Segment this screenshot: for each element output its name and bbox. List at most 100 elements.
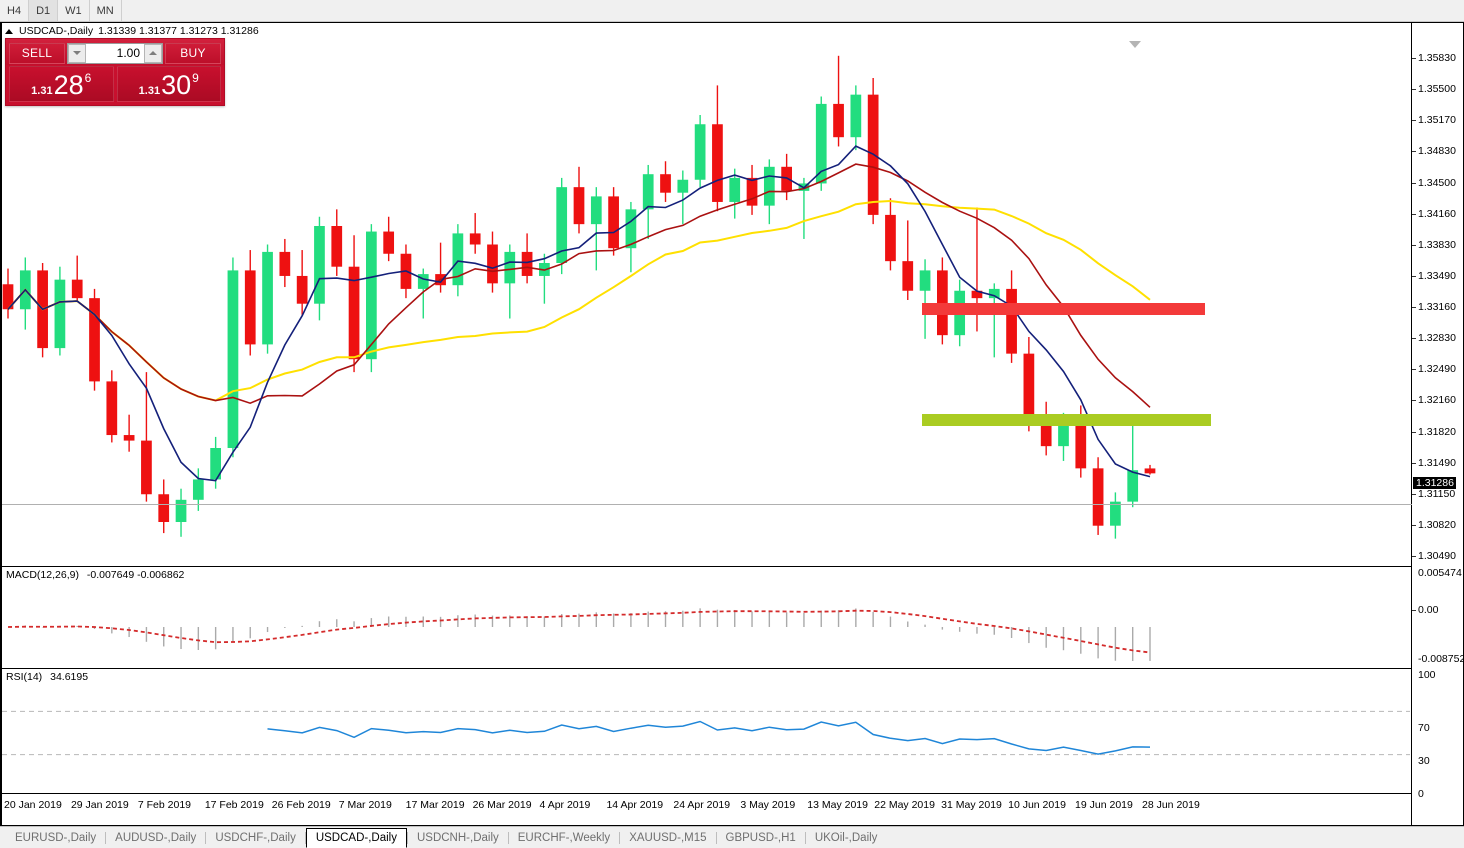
price-chart-canvas: [2, 55, 1156, 539]
rsi-canvas: [2, 710, 1410, 756]
pane-separator-2: [2, 668, 1412, 669]
price-scale-tick: [1412, 431, 1416, 433]
price-scale-tick: [1412, 213, 1416, 215]
price-scale-label: 1.35500: [1418, 83, 1456, 96]
resistance-line[interactable]: [922, 303, 1205, 315]
price-scale-tick: [1412, 89, 1416, 91]
tab-divider: [507, 831, 509, 844]
sell-button[interactable]: SELL: [9, 42, 65, 64]
chart-tab-usdchf[interactable]: USDCHF-,Daily: [206, 827, 305, 848]
rsi-scale-label: 30: [1418, 755, 1430, 767]
current-price-tag: 1.31286: [1413, 477, 1456, 489]
price-scale-tick: [1412, 524, 1416, 526]
rsi-line: [267, 720, 1151, 755]
price-scale-tick: [1412, 151, 1416, 153]
rsi-scale-label: 0: [1418, 788, 1424, 800]
volume-input[interactable]: 1.00: [86, 43, 144, 63]
price-scale-tick: [1412, 338, 1416, 340]
chart-tab-gbpusd[interactable]: GBPUSD-,H1: [716, 827, 805, 848]
timeframe-toolbar: H4 D1 W1 MN: [0, 0, 1464, 22]
macd-signal-line: [7, 609, 1151, 654]
macd-scale-label: 0.005474: [1418, 567, 1462, 579]
time-axis-label: 17 Feb 2019: [204, 799, 264, 811]
time-axis-label: 10 Jun 2019: [1008, 799, 1066, 811]
timeframe-button-h4[interactable]: H4: [0, 0, 30, 21]
tab-divider: [205, 831, 207, 844]
price-scale-label: 1.32830: [1418, 332, 1456, 345]
price-scale-label: 1.34830: [1418, 145, 1456, 158]
price-scale-label: 1.30490: [1418, 550, 1456, 562]
price-scale-label: 1.31820: [1418, 425, 1456, 438]
rsi-scale-label: 100: [1418, 669, 1436, 681]
price-scale-label: 1.31150: [1418, 487, 1456, 500]
price-scale-label: 1.32160: [1418, 394, 1456, 407]
macd-scale-label: -0.008752: [1418, 653, 1464, 665]
bid-big-figure: 1.31: [31, 85, 53, 97]
time-axis[interactable]: 20 Jan 2019 29 Jan 2019 7 Feb 2019 17 Feb 2…: [2, 793, 1412, 825]
time-axis-label: 3 May 2019: [740, 799, 796, 811]
price-scale-label: 1.34500: [1418, 176, 1456, 189]
ask-fraction: 9: [192, 71, 199, 85]
caret-up-icon: [149, 51, 157, 55]
time-axis-label: 22 May 2019: [874, 799, 935, 811]
price-scale-tick: [1412, 275, 1416, 277]
pane-separator-1: [2, 566, 1412, 567]
price-pane[interactable]: USDCAD-,Daily 1.31339 1.31377 1.31273 1.…: [2, 23, 1412, 565]
rsi-pane[interactable]: RSI(14) 34.6195: [2, 669, 1412, 793]
chart-tab-xauusd[interactable]: XAUUSD-,M15: [620, 827, 716, 848]
toolbar-empty-area: [121, 0, 1464, 21]
price-scale-label: 1.35830: [1418, 52, 1456, 64]
one-click-trading-panel[interactable]: SELL 1.00 BUY 1.31 28 6 1.31 30 9: [5, 38, 225, 106]
price-scale-tick: [1412, 182, 1416, 184]
ma-maroon: [7, 163, 1151, 408]
tab-bar-empty-area: [886, 827, 1464, 848]
tab-divider: [619, 831, 621, 844]
chart-tab-eurusd[interactable]: EURUSD-,Daily: [6, 827, 106, 848]
timeframe-button-d1[interactable]: D1: [29, 0, 59, 21]
time-axis-label: 31 May 2019: [941, 799, 1002, 811]
time-axis-label: 26 Feb 2019: [271, 799, 331, 811]
down-arrow-marker-icon[interactable]: [1129, 41, 1141, 48]
price-scale-label: 1.33830: [1418, 238, 1456, 251]
price-scale-label: 1.34160: [1418, 207, 1456, 220]
ask-price-button[interactable]: 1.31 30 9: [116, 66, 221, 102]
chart-frame[interactable]: USDCAD-,Daily 1.31339 1.31377 1.31273 1.…: [0, 22, 1464, 826]
price-scale-tick: [1412, 307, 1416, 308]
time-axis-label: 17 Mar 2019: [405, 799, 465, 811]
volume-decrease-button[interactable]: [68, 43, 86, 63]
chart-tab-audusd[interactable]: AUDUSD-,Daily: [106, 827, 206, 848]
current-price-line: [2, 504, 1412, 505]
macd-scale-tick: [1412, 610, 1416, 611]
chart-tab-ukoil[interactable]: UKOil-,Daily: [805, 827, 887, 848]
price-scale-tick: [1412, 400, 1416, 402]
support-line[interactable]: [922, 414, 1211, 426]
tab-divider: [105, 831, 107, 844]
time-axis-label: 28 Jun 2019: [1142, 799, 1200, 811]
ma-navy: [7, 145, 1151, 482]
chart-tab-bar[interactable]: EURUSD-,Daily AUDUSD-,Daily USDCHF-,Daily U…: [0, 826, 1464, 848]
chart-tab-eurchf[interactable]: EURCHF-,Weekly: [508, 827, 620, 848]
macd-pane[interactable]: MACD(12,26,9) -0.007649 -0.006862: [2, 567, 1412, 667]
bid-price-button[interactable]: 1.31 28 6: [9, 66, 114, 102]
price-scale-tick: [1412, 556, 1416, 557]
price-scale-label: 1.35170: [1418, 114, 1456, 127]
price-scale[interactable]: 1.35830 1.35500 1.35170 1.34830 1.34500 1.341…: [1411, 23, 1464, 825]
timeframe-button-w1[interactable]: W1: [58, 0, 90, 21]
timeframe-button-mn[interactable]: MN: [89, 0, 122, 21]
buy-button[interactable]: BUY: [165, 42, 221, 64]
symbol-ohlc-header: USDCAD-,Daily 1.31339 1.31377 1.31273 1.…: [5, 25, 259, 37]
time-axis-label: 14 Apr 2019: [606, 799, 664, 811]
tab-divider: [406, 831, 408, 844]
chart-tab-usdcad[interactable]: USDCAD-,Daily: [305, 828, 407, 848]
ask-pips: 30: [161, 70, 192, 100]
tab-divider: [804, 831, 806, 844]
price-scale-tick: [1412, 369, 1416, 371]
price-scale-tick: [1412, 493, 1416, 495]
chart-tab-usdcnh[interactable]: USDCNH-,Daily: [407, 827, 508, 848]
trade-panel-quotes-row: 1.31 28 6 1.31 30 9: [6, 65, 224, 105]
volume-stepper[interactable]: 1.00: [67, 42, 163, 64]
tab-divider: [304, 831, 306, 844]
bid-pips: 28: [53, 70, 84, 100]
volume-increase-button[interactable]: [144, 43, 162, 63]
